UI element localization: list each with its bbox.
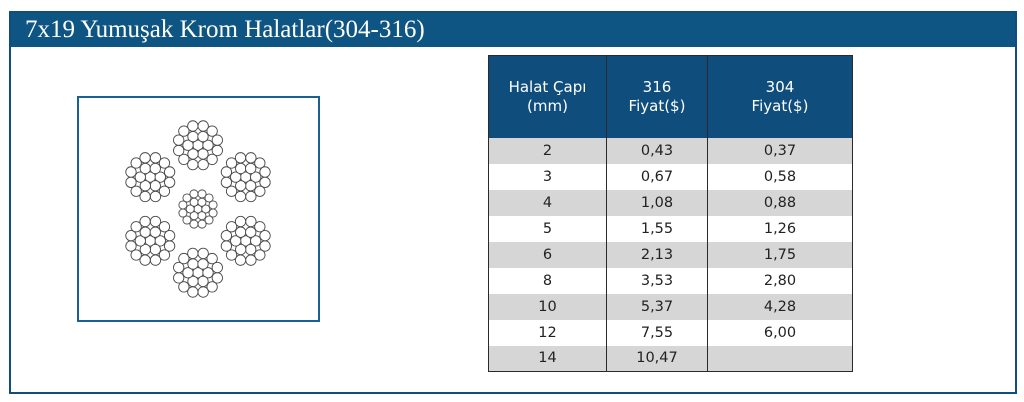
cell-diameter: 8 (488, 267, 607, 294)
cell-diameter: 5 (488, 215, 607, 242)
cell-price-304: 0,58 (707, 163, 853, 190)
cell-price-316: 0,67 (606, 163, 708, 190)
header-price-316: 316 Fiyat($) (606, 55, 708, 138)
cell-price-304: 1,26 (707, 215, 853, 242)
cell-diameter: 2 (488, 137, 607, 164)
table-row: 4 1,08 0,88 (488, 189, 853, 216)
header-diameter-unit: (mm) (527, 96, 568, 115)
cell-price-316: 3,53 (606, 267, 708, 294)
cell-price-304 (707, 345, 853, 372)
table-row: 6 2,13 1,75 (488, 241, 853, 268)
cell-price-316: 2,13 (606, 241, 708, 268)
header-price-304: 304 Fiyat($) (707, 55, 853, 138)
cell-diameter: 3 (488, 163, 607, 190)
cell-price-316: 10,47 (606, 345, 708, 372)
cell-diameter: 10 (488, 293, 607, 320)
header-316-grade: 316 (642, 77, 672, 96)
table-row: 10 5,37 4,28 (488, 293, 853, 320)
table-row: 5 1,55 1,26 (488, 215, 853, 242)
cell-price-316: 1,55 (606, 215, 708, 242)
header-304-grade: 304 (765, 77, 795, 96)
cell-price-304: 6,00 (707, 319, 853, 346)
price-table: Halat Çapı (mm) 316 Fiyat($) 304 Fiyat($… (488, 55, 853, 372)
cell-price-316: 1,08 (606, 189, 708, 216)
cell-price-304: 0,88 (707, 189, 853, 216)
cell-price-304: 0,37 (707, 137, 853, 164)
header-diameter: Halat Çapı (mm) (488, 55, 607, 138)
wire-rope-7x19-cross-section-icon (125, 120, 271, 298)
cell-price-304: 4,28 (707, 293, 853, 320)
cell-price-316: 5,37 (606, 293, 708, 320)
table-row: 3 0,67 0,58 (488, 163, 853, 190)
header-304-price-label: Fiyat($) (751, 96, 809, 115)
header-diameter-label: Halat Çapı (508, 77, 587, 96)
table-row: 2 0,43 0,37 (488, 137, 853, 164)
table-header-row: Halat Çapı (mm) 316 Fiyat($) 304 Fiyat($… (488, 55, 853, 138)
table-row: 14 10,47 (488, 345, 853, 372)
cell-diameter: 6 (488, 241, 607, 268)
cell-diameter: 12 (488, 319, 607, 346)
rope-diagram-frame (77, 96, 320, 322)
cell-price-304: 1,75 (707, 241, 853, 268)
cell-price-304: 2,80 (707, 267, 853, 294)
table-row: 12 7,55 6,00 (488, 319, 853, 346)
header-316-price-label: Fiyat($) (628, 96, 686, 115)
cell-diameter: 14 (488, 345, 607, 372)
cell-price-316: 0,43 (606, 137, 708, 164)
page-title: 7x19 Yumuşak Krom Halatlar(304-316) (11, 13, 1015, 47)
cell-price-316: 7,55 (606, 319, 708, 346)
product-panel: 7x19 Yumuşak Krom Halatlar(304-316) Hala… (9, 11, 1017, 394)
table-row: 8 3,53 2,80 (488, 267, 853, 294)
cell-diameter: 4 (488, 189, 607, 216)
